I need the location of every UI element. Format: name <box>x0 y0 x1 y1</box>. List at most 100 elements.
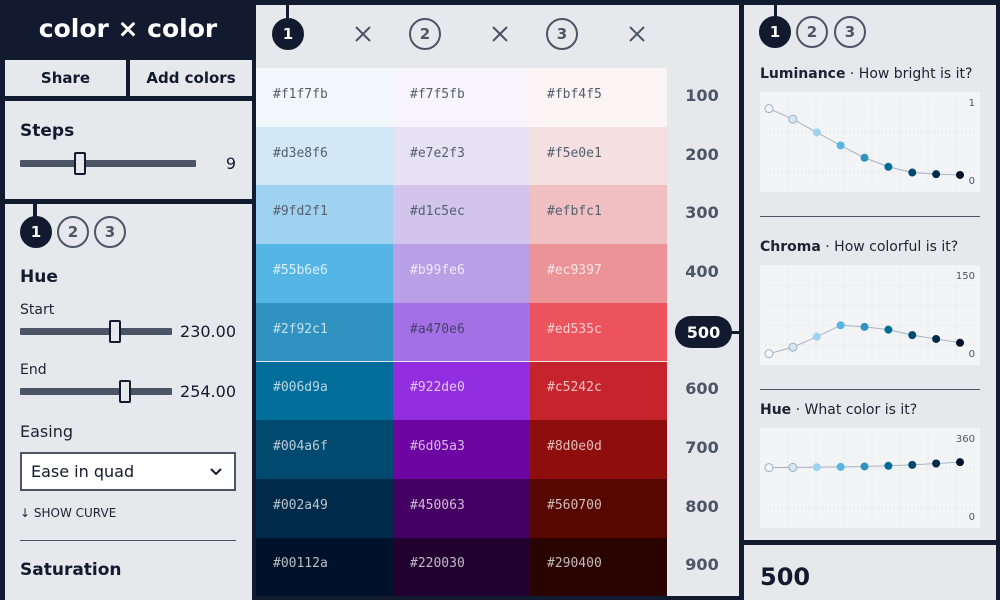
show-curve-button[interactable]: ↓ SHOW CURVE <box>20 506 117 520</box>
selected-step-label: 500 <box>760 563 811 591</box>
color-swatch[interactable]: #004a6f <box>256 420 393 479</box>
step-label-400[interactable]: 400 <box>685 261 719 281</box>
hue-start-slider-track[interactable] <box>20 328 172 335</box>
active-step-pill[interactable]: 500 <box>675 316 732 348</box>
color-swatch[interactable]: #002a49 <box>256 478 393 538</box>
color-swatch[interactable]: #8d0e0d <box>530 420 667 479</box>
swatch-hex-label: #6d05a3 <box>410 439 465 455</box>
data-point <box>932 334 941 343</box>
color-swatch[interactable]: #efbfc1 <box>530 185 667 245</box>
step-label-100[interactable]: 100 <box>685 85 719 105</box>
color-swatch[interactable]: #6d05a3 <box>393 420 530 479</box>
palette-column-3-tab[interactable]: 3 <box>546 18 578 50</box>
color-swatch[interactable]: #450063 <box>393 478 530 538</box>
data-point <box>932 170 941 179</box>
swatch-hex-label: #f5e0e1 <box>547 145 602 161</box>
step-label-700[interactable]: 700 <box>685 438 719 458</box>
color-swatch[interactable]: #55b6e6 <box>256 244 393 303</box>
analysis-tab-3[interactable]: 3 <box>834 16 866 48</box>
swatch-hex-label: #450063 <box>410 497 465 513</box>
palette-column-2-tab[interactable]: 2 <box>409 18 441 50</box>
chart-svg: 10 <box>764 97 975 187</box>
color-swatch[interactable]: #220030 <box>393 537 530 596</box>
color-swatch[interactable]: #ec9397 <box>530 244 667 303</box>
data-point <box>764 463 774 473</box>
color-swatch[interactable]: #a470e6 <box>393 302 530 362</box>
share-button[interactable]: Share <box>5 60 126 96</box>
color-swatch[interactable]: #d3e8f6 <box>256 126 393 186</box>
color-swatch[interactable]: #560700 <box>530 478 667 538</box>
color-swatch[interactable]: #e7e2f3 <box>393 126 530 186</box>
hue-end-slider-track[interactable] <box>20 388 172 395</box>
color-swatch[interactable]: #c5242c <box>530 361 667 421</box>
data-point <box>812 463 821 472</box>
color-swatch[interactable]: #00112a <box>256 537 393 596</box>
color-swatch[interactable]: #d1c5ec <box>393 185 530 245</box>
steps-panel: Steps 9 <box>5 101 252 199</box>
step-label-900[interactable]: 900 <box>685 555 719 575</box>
chevron-down-icon <box>208 463 224 483</box>
chart-subtitle: · What color is it? <box>795 402 918 418</box>
data-point <box>908 168 917 177</box>
color-swatch[interactable]: #006d9a <box>256 361 393 421</box>
swatch-hex-label: #fbf4f5 <box>547 86 602 102</box>
close-icon[interactable] <box>625 22 649 46</box>
step-label-200[interactable]: 200 <box>685 144 719 164</box>
add-colors-button[interactable]: Add colors <box>130 60 252 96</box>
swatch-hex-label: #2f92c1 <box>273 321 328 337</box>
color-swatch[interactable]: #b99fe6 <box>393 244 530 303</box>
selected-step-panel: 500 <box>744 545 996 600</box>
data-point <box>812 332 821 341</box>
series-line <box>768 108 961 176</box>
hue-end-slider-thumb[interactable] <box>119 380 131 403</box>
swatch-hex-label: #006d9a <box>273 380 328 396</box>
data-point <box>860 322 869 331</box>
swatch-hex-label: #e7e2f3 <box>410 145 465 161</box>
color-swatch[interactable]: #f5e0e1 <box>530 126 667 186</box>
data-point <box>764 104 774 114</box>
swatch-hex-label: #c5242c <box>547 380 602 396</box>
color-swatch[interactable]: #ed535c <box>530 302 667 362</box>
color-swatch[interactable]: #290400 <box>530 537 667 596</box>
swatch-hex-label: #efbfc1 <box>547 204 602 220</box>
swatch-hex-label: #922de0 <box>410 380 465 396</box>
easing-select-value: Ease in quad <box>31 462 135 481</box>
close-icon[interactable] <box>351 22 375 46</box>
color-swatch[interactable]: #922de0 <box>393 361 530 421</box>
color-tab-3[interactable]: 3 <box>94 216 126 248</box>
analysis-tab-1[interactable]: 1 <box>759 16 791 48</box>
steps-slider-track[interactable] <box>20 160 196 167</box>
close-icon[interactable] <box>488 22 512 46</box>
step-label-600[interactable]: 600 <box>685 379 719 399</box>
color-swatch[interactable]: #f7f5fb <box>393 68 530 127</box>
swatch-hex-label: #004a6f <box>273 439 328 455</box>
hue-start-slider-thumb[interactable] <box>109 320 121 343</box>
palette-column-1-tab[interactable]: 1 <box>272 18 304 50</box>
chart-name: Luminance <box>760 66 846 82</box>
data-point <box>788 462 798 472</box>
swatch-hex-label: #55b6e6 <box>273 262 328 278</box>
color-tab-2[interactable]: 2 <box>57 216 89 248</box>
axis-max-label: 1 <box>969 98 975 109</box>
chart-subtitle: · How bright is it? <box>849 66 973 82</box>
app-title: color × color <box>38 13 218 43</box>
easing-select[interactable]: Ease in quad <box>20 452 236 491</box>
hue-start-value: 230.00 <box>180 322 236 341</box>
color-settings-panel: 1 2 3 Hue Start 230.00 End 254.00 Easing… <box>5 204 252 600</box>
data-point <box>884 325 893 334</box>
chart-hue: 360 0 <box>760 428 980 528</box>
swatch-hex-label: #00112a <box>273 556 328 572</box>
color-tab-1[interactable]: 1 <box>20 216 52 248</box>
analysis-tab-2[interactable]: 2 <box>796 16 828 48</box>
step-label-300[interactable]: 300 <box>685 203 719 223</box>
color-swatch[interactable]: #fbf4f5 <box>530 68 667 127</box>
data-point <box>812 128 821 137</box>
data-point <box>884 461 893 470</box>
step-label-800[interactable]: 800 <box>685 496 719 516</box>
divider <box>760 216 980 217</box>
data-point <box>956 458 964 467</box>
color-swatch[interactable]: #f1f7fb <box>256 68 393 127</box>
color-swatch[interactable]: #2f92c1 <box>256 302 393 362</box>
steps-slider-thumb[interactable] <box>74 152 86 175</box>
color-swatch[interactable]: #9fd2f1 <box>256 185 393 245</box>
